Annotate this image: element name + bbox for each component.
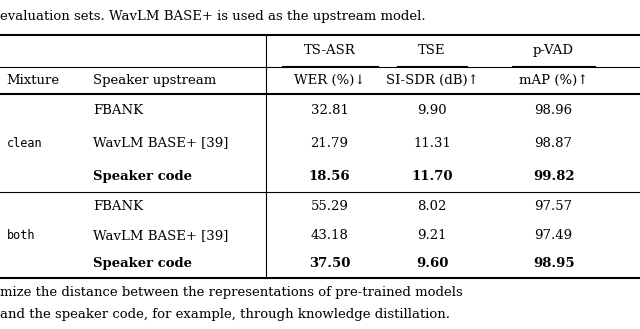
Text: TS-ASR: TS-ASR	[304, 44, 355, 58]
Text: 37.50: 37.50	[309, 257, 350, 270]
Text: both: both	[6, 229, 35, 242]
Text: FBANK: FBANK	[93, 104, 143, 117]
Text: WavLM BASE+ [39]: WavLM BASE+ [39]	[93, 229, 228, 242]
Text: 11.70: 11.70	[412, 169, 452, 183]
Text: mize the distance between the representations of pre-trained models: mize the distance between the representa…	[0, 286, 463, 299]
Text: Speaker upstream: Speaker upstream	[93, 74, 216, 87]
Text: FBANK: FBANK	[93, 200, 143, 213]
Text: Mixture: Mixture	[6, 74, 60, 87]
Text: 97.57: 97.57	[534, 200, 573, 213]
Text: and the speaker code, for example, through knowledge distillation.: and the speaker code, for example, throu…	[0, 308, 450, 321]
Text: 9.21: 9.21	[417, 229, 447, 242]
Text: 21.79: 21.79	[310, 137, 349, 150]
Text: 8.02: 8.02	[417, 200, 447, 213]
Text: 9.60: 9.60	[416, 257, 448, 270]
Text: 32.81: 32.81	[310, 104, 349, 117]
Text: 43.18: 43.18	[310, 229, 349, 242]
Text: evaluation sets. WavLM BASE+ is used as the upstream model.: evaluation sets. WavLM BASE+ is used as …	[0, 10, 426, 23]
Text: p-VAD: p-VAD	[533, 44, 574, 58]
Text: Speaker code: Speaker code	[93, 257, 192, 270]
Text: 98.87: 98.87	[534, 137, 573, 150]
Text: WavLM BASE+ [39]: WavLM BASE+ [39]	[93, 137, 228, 150]
Text: 99.82: 99.82	[532, 169, 575, 183]
Text: 98.96: 98.96	[534, 104, 573, 117]
Text: Speaker code: Speaker code	[93, 169, 192, 183]
Text: clean: clean	[6, 137, 42, 150]
Text: 98.95: 98.95	[532, 257, 575, 270]
Text: TSE: TSE	[419, 44, 445, 58]
Text: 11.31: 11.31	[413, 137, 451, 150]
Text: SI-SDR (dB)↑: SI-SDR (dB)↑	[386, 74, 478, 87]
Text: WER (%)↓: WER (%)↓	[294, 74, 365, 87]
Text: 9.90: 9.90	[417, 104, 447, 117]
Text: mAP (%)↑: mAP (%)↑	[519, 74, 588, 87]
Text: 97.49: 97.49	[534, 229, 573, 242]
Text: 18.56: 18.56	[308, 169, 351, 183]
Text: 55.29: 55.29	[310, 200, 349, 213]
